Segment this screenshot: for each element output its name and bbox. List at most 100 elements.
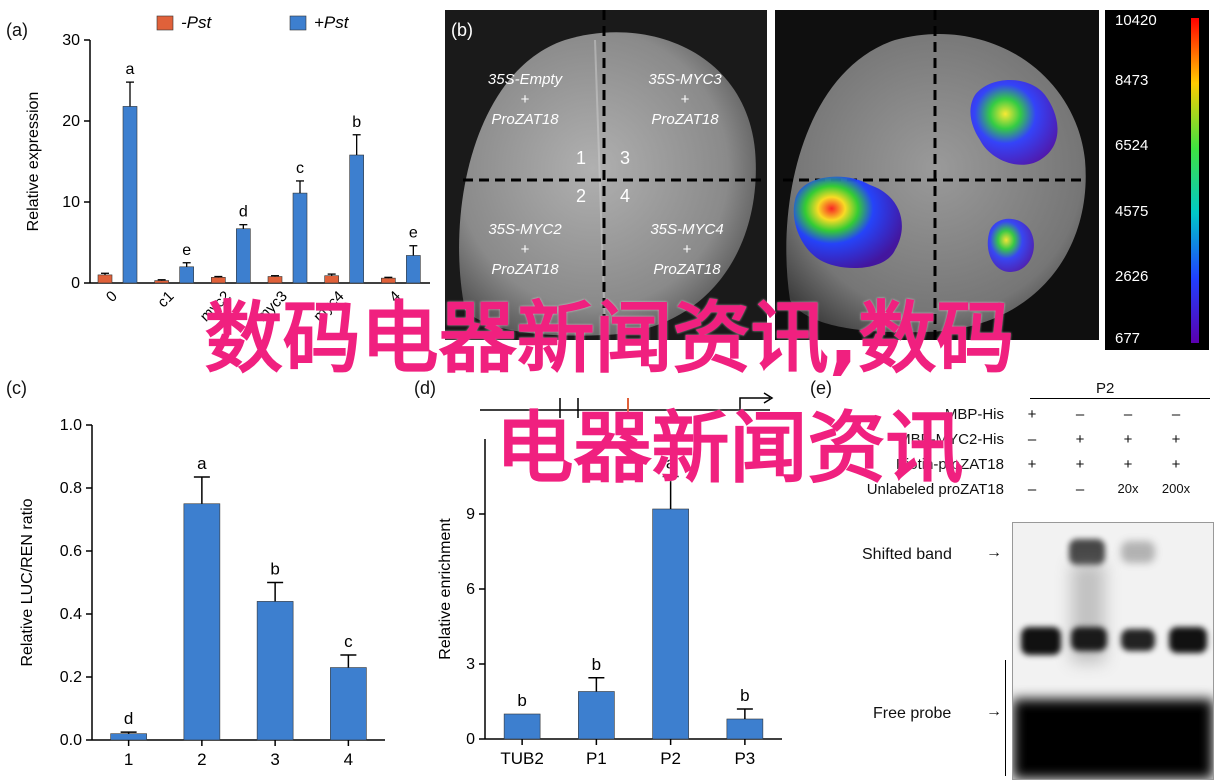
legend-label: -Pst [181,13,213,32]
significance-letter: b [517,691,526,710]
x-tick-label: P3 [734,749,755,768]
shifted-band-label: Shifted band [862,546,952,563]
panel-e: (e) P2 MBP-His + – – – MBP-MYC2-His – + + + Biotin… [810,370,1219,780]
significance-letter: d [124,709,133,728]
condition-row: MBP-His + – – – [810,404,1219,428]
gel-image [1012,522,1214,780]
watermark-line-2: 电器新闻资讯 [495,404,964,494]
panel-a-label: (a) [6,20,28,40]
y-tick-label: 10 [62,194,80,211]
y-axis-label: Relative expression [25,92,42,232]
y-tick-label: 0 [466,731,475,748]
significance-letter: e [182,242,191,259]
x-tick-label: 1 [124,750,133,769]
free-probe-bracket [1005,660,1006,776]
significance-letter: a [126,61,135,78]
condition-row: Biotin-proZAT18 + + + + [810,454,1219,478]
quadrant-4-label: 35S-MYC4 + ProZAT18 [650,221,724,278]
shifted-band-lane2 [1069,539,1105,565]
y-tick-label: 0.0 [60,732,82,749]
condition-cell: + [1027,456,1037,473]
free-probe-bottom [1013,699,1213,779]
condition-label: MBP-His [944,406,1004,423]
panel-e-label: (e) [810,378,832,398]
quadrant-number-1: 1 [576,148,587,168]
x-tick-label: 4 [344,750,353,769]
bar [381,277,396,284]
quadrant-3-label: 35S-MYC3 + ProZAT18 [648,71,722,128]
colorbar-tick: 4575 [1115,203,1149,220]
x-tick-label: 3 [270,750,279,769]
bar [236,228,251,284]
panel-d-label: (d) [414,378,436,398]
panel-b-images [445,10,1209,350]
condition-label: Unlabeled proZAT18 [866,481,1004,498]
shifted-band-lane3 [1121,541,1155,563]
significance-letter: c [344,632,353,651]
legend-label: +Pst [314,13,350,32]
lane-group-line [1030,398,1210,399]
condition-cell: – [1075,406,1085,423]
watermark-line-1: 数码电器新闻资讯,数码 [204,294,1015,384]
free-probe-label: Free probe [873,705,952,722]
condition-cell: + [1171,431,1181,448]
condition-label: MBP-MYC2-His [898,431,1004,448]
y-tick-label: 3 [466,656,475,673]
y-axis-label: Relative enrichment [437,518,454,660]
y-tick-label: 9 [466,506,475,523]
bar [183,503,221,741]
bar [726,718,764,740]
condition-cell: + [1123,431,1133,448]
bar [578,691,615,740]
bar [211,277,226,284]
condition-cell: + [1075,456,1085,473]
bar [256,601,294,741]
y-axis-label: Relative LUC/REN ratio [19,498,36,666]
x-tick-label: TUB2 [500,749,543,768]
colorbar-tick: 8473 [1115,72,1149,89]
significance-letter: b [740,686,749,705]
condition-cell: + [1171,456,1181,473]
y-tick-label: 30 [62,32,80,49]
x-tick-label: P1 [586,749,607,768]
panel-b-label: (b) [451,20,473,40]
y-tick-label: 20 [62,113,80,130]
bar [324,275,339,284]
free-probe-band [1121,629,1155,651]
significance-letter: b [592,655,601,674]
bar [179,266,194,284]
chart-d: 0 3 6 9 Relative enrichment b TUB2 b P1 a P2 b P3 [437,439,782,768]
colorbar-tick: 10420 [1115,12,1157,29]
y-tick-label: 0.6 [60,543,82,560]
bar [330,667,367,741]
bar [110,733,147,741]
significance-letter: d [239,204,248,221]
bar [406,255,421,284]
condition-cell: – [1027,431,1037,448]
significance-letter: a [666,454,676,473]
legend-swatch [289,15,307,31]
significance-letter: c [296,160,304,177]
bar [267,276,283,284]
y-tick-label: 1.0 [60,417,82,434]
free-probe-band [1169,627,1207,653]
y-tick-label: 0.4 [60,606,82,623]
condition-cell: 20x [1117,481,1139,496]
quadrant-number-2: 2 [576,186,587,206]
condition-row: Unlabeled proZAT18 – – 20x 200x [810,479,1219,503]
panel-d: (d) 0 3 6 9 Relative enrichment b TUB2 b P1 a P2 b P… [410,370,810,780]
significance-letter: a [197,454,207,473]
panel-c-label: (c) [6,378,27,398]
free-probe-band [1071,627,1107,651]
promoter-diagram [480,392,774,418]
bar [652,508,689,740]
significance-letter: b [270,560,279,579]
shifted-band-arrow: → [986,544,1002,561]
lane-group-label: P2 [1096,380,1115,397]
condition-cell: + [1075,431,1085,448]
bar [503,713,541,740]
y-tick-label: 0.8 [60,480,82,497]
significance-letter: e [409,225,418,242]
condition-row: MBP-MYC2-His – + + + [810,429,1219,453]
